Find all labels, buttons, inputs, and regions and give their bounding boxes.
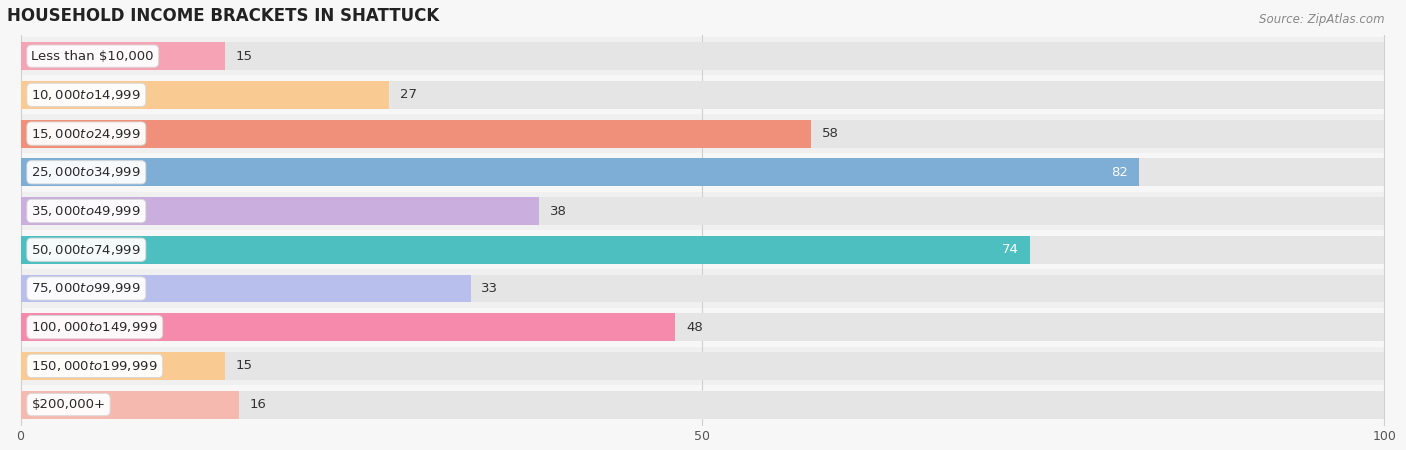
Bar	[21, 153, 1384, 192]
Bar	[21, 352, 1384, 380]
Bar	[21, 236, 1384, 264]
Bar	[21, 269, 1384, 308]
Bar	[21, 313, 1384, 341]
Text: $15,000 to $24,999: $15,000 to $24,999	[31, 126, 141, 140]
Bar	[21, 236, 1029, 264]
Bar	[21, 308, 1384, 346]
Text: 16: 16	[250, 398, 267, 411]
Bar	[21, 274, 471, 302]
Text: HOUSEHOLD INCOME BRACKETS IN SHATTUCK: HOUSEHOLD INCOME BRACKETS IN SHATTUCK	[7, 7, 439, 25]
Text: $35,000 to $49,999: $35,000 to $49,999	[31, 204, 141, 218]
Text: $100,000 to $149,999: $100,000 to $149,999	[31, 320, 157, 334]
Bar	[21, 81, 388, 109]
Bar	[21, 81, 1384, 109]
Text: $50,000 to $74,999: $50,000 to $74,999	[31, 243, 141, 256]
Bar	[21, 120, 811, 148]
Bar	[21, 120, 1384, 148]
Bar	[21, 158, 1139, 186]
Bar	[21, 352, 225, 380]
Bar	[21, 230, 1384, 269]
Text: $150,000 to $199,999: $150,000 to $199,999	[31, 359, 157, 373]
Text: Less than $10,000: Less than $10,000	[31, 50, 155, 63]
Text: $25,000 to $34,999: $25,000 to $34,999	[31, 165, 141, 179]
Bar	[21, 37, 1384, 76]
Bar	[21, 391, 239, 419]
Bar	[21, 76, 1384, 114]
Text: 15: 15	[236, 360, 253, 373]
Text: 74: 74	[1002, 243, 1019, 256]
Bar	[21, 391, 1384, 419]
Text: 48: 48	[686, 321, 703, 333]
Text: 33: 33	[481, 282, 499, 295]
Bar	[21, 158, 1384, 186]
Text: $200,000+: $200,000+	[31, 398, 105, 411]
Text: 82: 82	[1111, 166, 1128, 179]
Text: 58: 58	[823, 127, 839, 140]
Text: Source: ZipAtlas.com: Source: ZipAtlas.com	[1260, 14, 1385, 27]
Text: 38: 38	[550, 204, 567, 217]
Bar	[21, 197, 1384, 225]
Bar	[21, 346, 1384, 385]
Bar	[21, 385, 1384, 424]
Bar	[21, 42, 1384, 70]
Text: 15: 15	[236, 50, 253, 63]
Text: $10,000 to $14,999: $10,000 to $14,999	[31, 88, 141, 102]
Bar	[21, 274, 1384, 302]
Bar	[21, 192, 1384, 230]
Bar	[21, 313, 675, 341]
Bar	[21, 114, 1384, 153]
Text: $75,000 to $99,999: $75,000 to $99,999	[31, 281, 141, 296]
Bar	[21, 42, 225, 70]
Bar	[21, 197, 538, 225]
Text: 27: 27	[399, 88, 416, 101]
